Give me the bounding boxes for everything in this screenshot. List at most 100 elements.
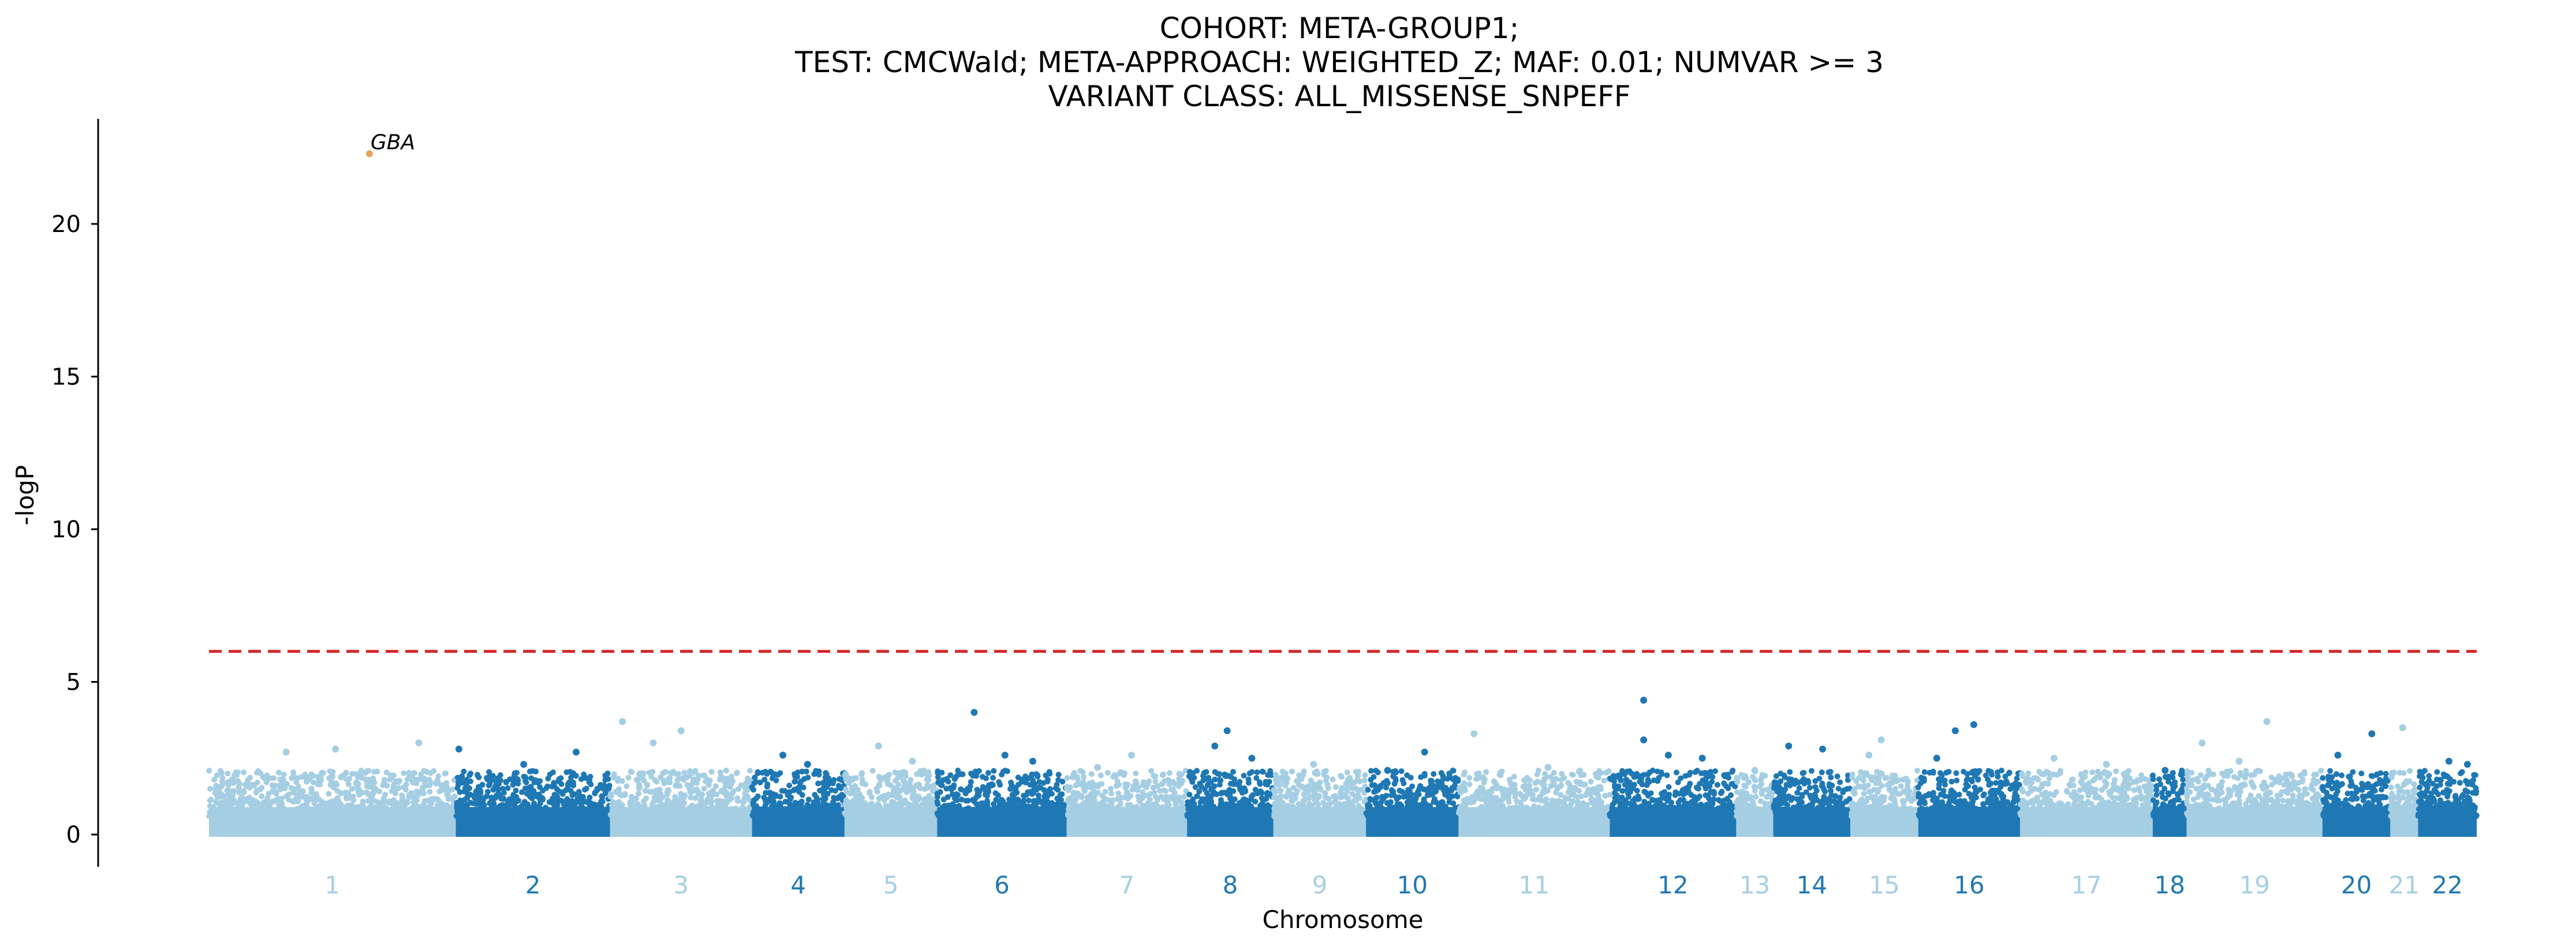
background-point	[1113, 783, 1119, 789]
background-point	[554, 806, 561, 813]
background-point	[459, 805, 465, 811]
background-point	[214, 772, 220, 779]
background-point	[475, 784, 481, 790]
background-point	[678, 791, 684, 797]
background-point	[1178, 799, 1185, 805]
background-point	[1156, 809, 1162, 815]
background-point	[343, 769, 349, 776]
background-point	[1096, 807, 1103, 813]
background-point	[690, 806, 696, 813]
background-point	[786, 783, 793, 788]
background-point	[740, 804, 746, 810]
background-point	[641, 777, 647, 784]
background-point	[1158, 794, 1164, 800]
background-point	[1283, 794, 1290, 800]
background-point	[406, 769, 412, 776]
background-point	[1064, 775, 1070, 781]
background-point	[1114, 778, 1121, 784]
background-point	[276, 783, 282, 789]
background-point	[1047, 786, 1053, 792]
background-point	[349, 785, 356, 792]
background-point	[885, 791, 891, 798]
background-point	[708, 769, 715, 775]
background-point	[671, 798, 678, 804]
background-point	[396, 777, 402, 784]
background-point	[222, 798, 228, 804]
background-point	[792, 771, 798, 777]
background-point	[1263, 796, 1270, 802]
chart-title: COHORT: META-GROUP1; TEST: CMCWald; META…	[794, 12, 1884, 113]
background-point	[467, 778, 473, 784]
background-point	[996, 813, 1003, 819]
background-point	[607, 811, 614, 818]
background-point	[660, 777, 667, 784]
background-point	[1102, 788, 1108, 795]
background-point	[608, 792, 614, 799]
background-point	[609, 807, 615, 813]
background-point	[834, 795, 841, 802]
background-point	[1026, 798, 1032, 804]
background-point	[591, 813, 596, 820]
background-point	[851, 813, 857, 820]
background-point	[1321, 769, 1327, 775]
background-point	[717, 811, 723, 817]
background-point	[226, 799, 232, 805]
background-point	[1140, 794, 1146, 800]
background-point	[751, 797, 757, 803]
background-point	[459, 773, 465, 779]
background-point	[536, 791, 542, 798]
background-point	[359, 790, 365, 796]
background-point	[766, 790, 772, 796]
background-point	[772, 771, 779, 777]
background-point	[910, 792, 916, 798]
background-point	[736, 786, 742, 792]
background-point	[615, 799, 622, 805]
background-point	[544, 783, 551, 790]
background-point	[770, 797, 776, 803]
background-point	[751, 787, 757, 793]
title-line-3: VARIANT CLASS: ALL_MISSENSE_SNPEFF	[1048, 80, 1630, 113]
background-point	[1192, 784, 1199, 790]
background-point	[443, 802, 450, 809]
background-point	[939, 769, 945, 776]
background-point	[858, 813, 864, 819]
background-point	[457, 797, 464, 803]
background-point	[554, 794, 561, 800]
background-point	[581, 809, 588, 815]
background-point	[228, 804, 234, 810]
background-point	[895, 810, 901, 817]
background-point	[1365, 787, 1371, 793]
background-point	[667, 813, 673, 819]
background-point	[448, 804, 454, 810]
background-point	[1194, 768, 1200, 774]
background-point	[449, 795, 455, 802]
background-point	[1088, 771, 1095, 777]
background-point	[1207, 810, 1213, 817]
background-point	[937, 813, 943, 819]
background-point	[361, 813, 367, 820]
background-point	[797, 780, 803, 786]
background-point	[269, 782, 275, 788]
background-point	[514, 813, 521, 820]
background-point	[1224, 791, 1231, 798]
background-point	[335, 798, 342, 804]
background-point	[236, 789, 242, 795]
background-point	[991, 768, 997, 774]
background-point	[979, 811, 985, 818]
background-point	[1166, 770, 1173, 776]
background-point	[212, 785, 219, 792]
background-point	[338, 790, 344, 796]
background-point	[1336, 800, 1343, 807]
background-point	[1227, 780, 1234, 787]
background-point	[1339, 813, 1345, 819]
background-point	[251, 813, 257, 819]
background-point	[476, 796, 482, 803]
background-point	[1108, 801, 1115, 807]
background-point	[1133, 770, 1139, 777]
chromosome-cloud-10	[1363, 768, 1462, 837]
background-point	[1022, 812, 1028, 818]
background-point	[577, 793, 583, 799]
background-point	[873, 785, 880, 792]
background-point	[326, 791, 332, 797]
background-point	[1181, 794, 1188, 800]
